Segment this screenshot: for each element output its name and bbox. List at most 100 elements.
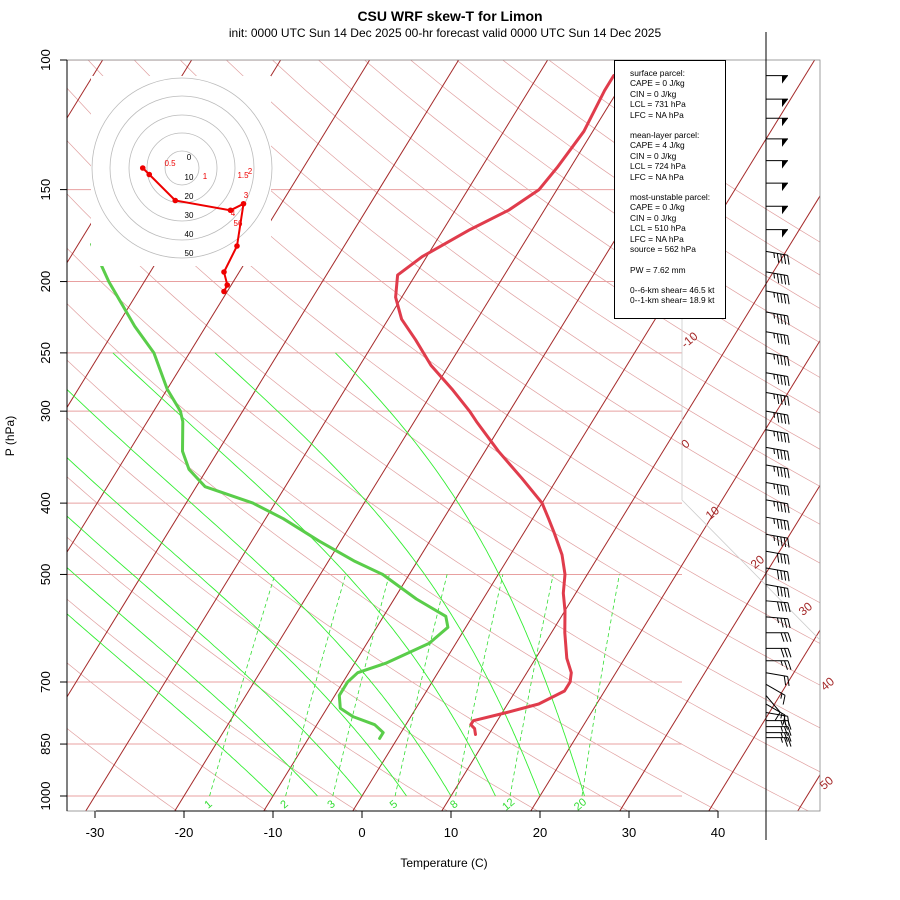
hodograph-point [227, 207, 234, 214]
x-axis-label: Temperature (C) [400, 856, 487, 870]
wind-barb-flag [782, 695, 786, 705]
isotherm [886, 60, 900, 812]
y-axis-label: P (hPa) [3, 416, 17, 456]
wind-barb-flag [787, 275, 790, 286]
dry-adiabat [67, 417, 629, 811]
wind-barb [766, 726, 792, 736]
wind-barb-flag [780, 334, 783, 344]
wind-barb-flag [780, 602, 784, 612]
wind-barb-flag [780, 570, 783, 581]
dry-adiabat [67, 727, 178, 811]
wind-barb-shaft [765, 683, 786, 696]
wind-barb-half-flag [773, 448, 775, 455]
mixing-ratio-line [394, 574, 448, 797]
wind-barb-flag [783, 468, 787, 478]
wind-barb-flag [787, 726, 792, 736]
y-tick-label: 300 [38, 400, 53, 422]
info-line: CIN = 0 J/kg [630, 212, 677, 223]
wind-barb-shaft [765, 271, 788, 277]
wind-barb-flag [784, 648, 788, 658]
wind-barb [765, 410, 790, 425]
wind-barb-flag [787, 618, 791, 629]
isotherm [85, 60, 549, 811]
precipitable-water-block: PW = 7.62 mm [630, 265, 725, 275]
x-tick-label: 30 [622, 825, 636, 840]
wind-barb-flag [787, 732, 792, 742]
wind-barb [766, 117, 788, 127]
info-line: LCL = 731 hPa [630, 99, 686, 110]
wind-barb-shaft [765, 311, 788, 317]
wind-barb-flag [780, 648, 785, 658]
dry-adiabat [67, 359, 719, 811]
isotherm [174, 60, 638, 811]
wind-barb-flag [783, 450, 787, 461]
wind-barb-flag [783, 485, 787, 496]
wind-barb-pennant [782, 206, 788, 215]
hodograph-point [146, 171, 153, 178]
wind-barb-flag [783, 503, 787, 513]
mixing-ratio-label: 2 [278, 798, 290, 811]
wind-barb-flag [787, 503, 790, 514]
wind-barb-flag [783, 537, 787, 547]
wind-barb-flag [787, 451, 790, 461]
isotherm [619, 484, 820, 811]
wind-barb [766, 660, 792, 670]
dry-adiabat [67, 193, 820, 729]
dry-adiabat [364, 60, 820, 378]
isotherm [67, 60, 371, 554]
wind-barb-flag [783, 356, 787, 366]
wind-barb [766, 138, 788, 147]
wind-barb-flag [776, 601, 781, 612]
info-line: PW = 7.62 mm [630, 264, 686, 275]
hodograph-point [221, 269, 227, 275]
wind-barb-flag [783, 274, 787, 285]
hodograph-height-label: 56 [234, 219, 243, 228]
wind-barb [765, 331, 790, 346]
wind-barb-shaft [765, 331, 788, 337]
wind-barb-flag [784, 660, 788, 670]
wind-barb-shaft [765, 711, 788, 717]
wind-barb-half-flag [773, 466, 775, 472]
wind-barb-shaft [765, 250, 788, 256]
chart-subtitle: init: 0000 UTC Sun 14 Dec 2025 00-hr for… [228, 26, 662, 40]
wind-barb-half-flag [773, 273, 775, 279]
wind-barb-shaft [765, 372, 788, 378]
wind-barb [766, 720, 792, 730]
dry-adiabat [179, 60, 820, 525]
hodograph-point [240, 200, 247, 207]
info-line: CAPE = 0 J/kg [630, 202, 685, 213]
mixing-ratio-label: 5 [388, 798, 400, 811]
wind-barb-flag [787, 571, 790, 582]
wind-barb-flag [783, 432, 787, 443]
wind-barb [765, 672, 790, 687]
wind-barb-shaft [765, 616, 788, 620]
info-line: LFC = NA hPa [630, 109, 684, 120]
wind-barb [765, 271, 790, 286]
x-tick-label: -30 [86, 825, 105, 840]
wind-barb-shaft [765, 567, 788, 573]
hodograph-height-label: 0.5 [164, 159, 176, 168]
wind-barb-flag [780, 274, 783, 284]
wind-barb-flag [787, 538, 790, 548]
wind-barb-flag [780, 432, 783, 442]
hodograph-ring [109, 95, 255, 241]
wind-barb-flag [784, 732, 788, 742]
wind-barb [765, 446, 790, 461]
wind-barb-flag [776, 519, 780, 529]
wind-barb-flag [780, 293, 783, 304]
wind-barb [766, 75, 788, 84]
dry-adiabat [67, 87, 820, 644]
wind-barb-flag [783, 571, 787, 581]
wind-barb-half-flag [773, 252, 775, 259]
wind-barb-flag [787, 737, 792, 747]
wind-barb-flag [776, 466, 780, 477]
dry-adiabat [318, 60, 820, 414]
wind-barb-flag [780, 413, 783, 424]
wind-barb-flag [776, 536, 780, 546]
mixing-ratio-line [455, 574, 504, 797]
wind-barb-flag [780, 467, 783, 478]
info-line: 0--1-km shear= 18.9 kt [630, 295, 715, 306]
hodograph-ring [146, 132, 218, 204]
wind-barb-flag [780, 553, 783, 564]
hodograph-point [224, 282, 231, 288]
